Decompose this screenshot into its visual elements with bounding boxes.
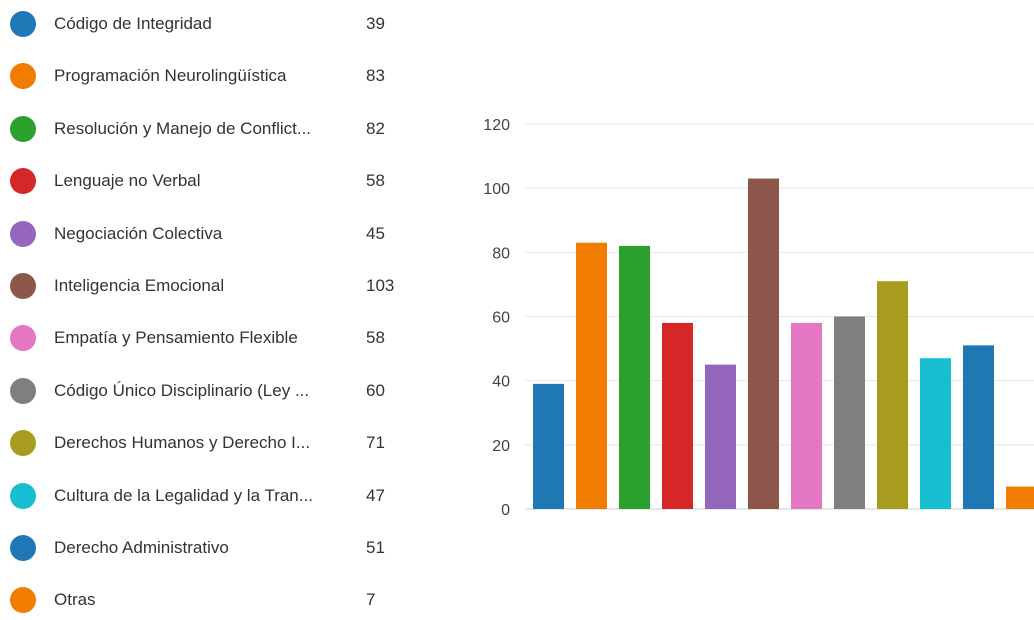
legend-label: Empatía y Pensamiento Flexible xyxy=(54,328,298,348)
chart-legend: Código de Integridad 39 Programación Neuro… xyxy=(0,0,420,614)
legend-swatch xyxy=(10,273,36,299)
legend-item: Resolución y Manejo de Conflict... 82 xyxy=(0,109,420,149)
legend-item: Derecho Administrativo 51 xyxy=(0,528,420,568)
bar[interactable] xyxy=(1006,486,1034,509)
y-tick-label: 100 xyxy=(483,181,510,198)
legend-label: Cultura de la Legalidad y la Tran... xyxy=(54,485,313,505)
bar[interactable] xyxy=(963,345,994,509)
legend-swatch xyxy=(10,63,36,90)
legend-swatch xyxy=(10,587,36,614)
y-tick-label: 20 xyxy=(492,438,510,455)
legend-swatch xyxy=(10,377,36,404)
bar[interactable] xyxy=(877,281,908,509)
legend-value: 51 xyxy=(366,538,385,557)
legend-value: 45 xyxy=(366,223,385,243)
legend-item: Empatía y Pensamiento Flexible 58 xyxy=(0,318,420,358)
y-tick-label: 120 xyxy=(483,117,510,134)
bar[interactable] xyxy=(662,322,693,509)
y-tick-label: 0 xyxy=(501,502,510,519)
y-tick-label: 80 xyxy=(492,245,510,262)
y-tick-label: 40 xyxy=(492,374,510,391)
legend-value: 39 xyxy=(366,14,385,33)
legend-item: Inteligencia Emocional 103 xyxy=(0,266,420,306)
legend-value: 58 xyxy=(366,171,385,191)
legend-swatch xyxy=(10,535,36,561)
legend-swatch xyxy=(10,220,36,247)
legend-item: Código de Integridad 39 xyxy=(0,4,420,44)
legend-label: Derechos Humanos y Derecho I... xyxy=(54,433,311,453)
legend-value: 60 xyxy=(366,380,385,400)
legend-item: Otras 7 xyxy=(0,580,420,620)
bar[interactable] xyxy=(834,316,865,510)
legend-label: Código Único Disciplinario (Ley ... xyxy=(54,380,310,400)
legend-label: Programación Neurolingüística xyxy=(54,66,287,86)
legend-swatch xyxy=(10,115,36,142)
legend-swatch xyxy=(10,325,36,352)
bar-chart: 0 20 40 60 80 100 120 xyxy=(483,117,1034,519)
legend-value: 82 xyxy=(366,118,385,138)
legend-swatch xyxy=(10,168,36,195)
legend-swatch xyxy=(10,482,36,509)
legend-value: 7 xyxy=(366,590,376,610)
legend-swatch xyxy=(10,11,36,37)
legend-value: 71 xyxy=(366,433,385,453)
bar[interactable] xyxy=(920,358,951,509)
bar[interactable] xyxy=(791,322,822,509)
legend-label: Derecho Administrativo xyxy=(54,538,229,557)
legend-value: 47 xyxy=(366,485,385,505)
bar[interactable] xyxy=(533,383,564,509)
bar[interactable] xyxy=(576,242,607,510)
legend-label: Resolución y Manejo de Conflict... xyxy=(54,118,312,138)
legend-item: Programación Neurolingüística 83 xyxy=(0,56,420,96)
legend-item: Negociación Colectiva 45 xyxy=(0,214,420,254)
legend-value: 103 xyxy=(366,276,395,295)
legend-value: 83 xyxy=(366,66,385,86)
y-tick-label: 60 xyxy=(492,310,510,327)
legend-label: Inteligencia Emocional xyxy=(54,276,225,295)
bar[interactable] xyxy=(705,364,736,509)
legend-item: Lenguaje no Verbal 58 xyxy=(0,161,420,201)
legend-swatch xyxy=(10,430,36,457)
legend-item: Cultura de la Legalidad y la Tran... 47 xyxy=(0,476,420,516)
legend-label: Código de Integridad xyxy=(54,14,212,33)
legend-label: Otras xyxy=(54,590,96,610)
legend-item: Derechos Humanos y Derecho I... 71 xyxy=(0,423,420,463)
legend-value: 58 xyxy=(366,328,385,348)
bar[interactable] xyxy=(748,178,779,509)
bar[interactable] xyxy=(619,245,650,509)
legend-label: Negociación Colectiva xyxy=(54,223,223,243)
legend-item: Código Único Disciplinario (Ley ... 60 xyxy=(0,371,420,411)
legend-label: Lenguaje no Verbal xyxy=(54,171,201,191)
